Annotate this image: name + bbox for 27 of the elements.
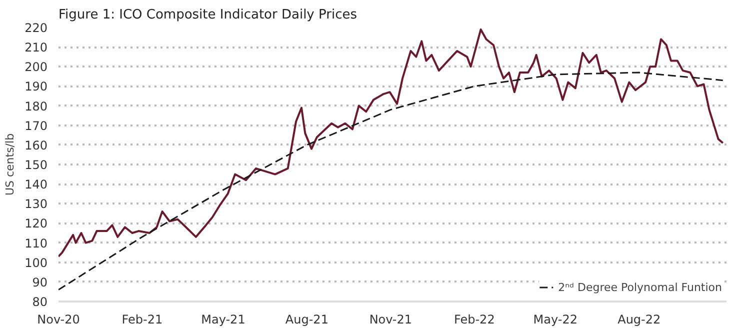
y-tick-label: 100 [24,256,48,270]
y-tick-label: 80 [32,295,48,309]
y-tick-label: 170 [24,118,48,133]
y-tick-label: 210 [24,40,48,55]
y-tick-label: 180 [24,99,48,114]
x-tick-label: Feb-22 [454,312,495,326]
y-tick-label: 110 [24,236,48,250]
y-tick-label: 150 [24,158,48,172]
y-tick-label: 120 [24,216,48,231]
x-tick-label: Nov-21 [369,312,412,326]
y-tick-label: 190 [24,80,48,94]
legend-label: 2ⁿᵈ Degree Polynomal Funtion [558,280,722,294]
y-tick-label: 90 [32,275,48,290]
chart-title: Figure 1: ICO Composite Indicator Daily Prices [58,8,358,22]
x-tick-label: Aug-21 [285,312,328,326]
x-tick-label: Feb-21 [122,312,163,326]
y-tick-label: 160 [24,138,48,152]
y-tick-label: 130 [24,197,48,212]
x-tick-label: May-21 [201,312,246,326]
y-tick-label: 220 [24,21,48,35]
y-tick-label: 200 [24,60,48,74]
y-axis-title: US cents/lb [4,133,17,196]
x-tick-label: Nov-20 [37,312,80,326]
line-series [58,28,724,258]
y-tick-label: 140 [24,178,48,192]
x-tick-label: May-22 [533,312,578,326]
x-tick-label: Aug-22 [618,312,661,326]
